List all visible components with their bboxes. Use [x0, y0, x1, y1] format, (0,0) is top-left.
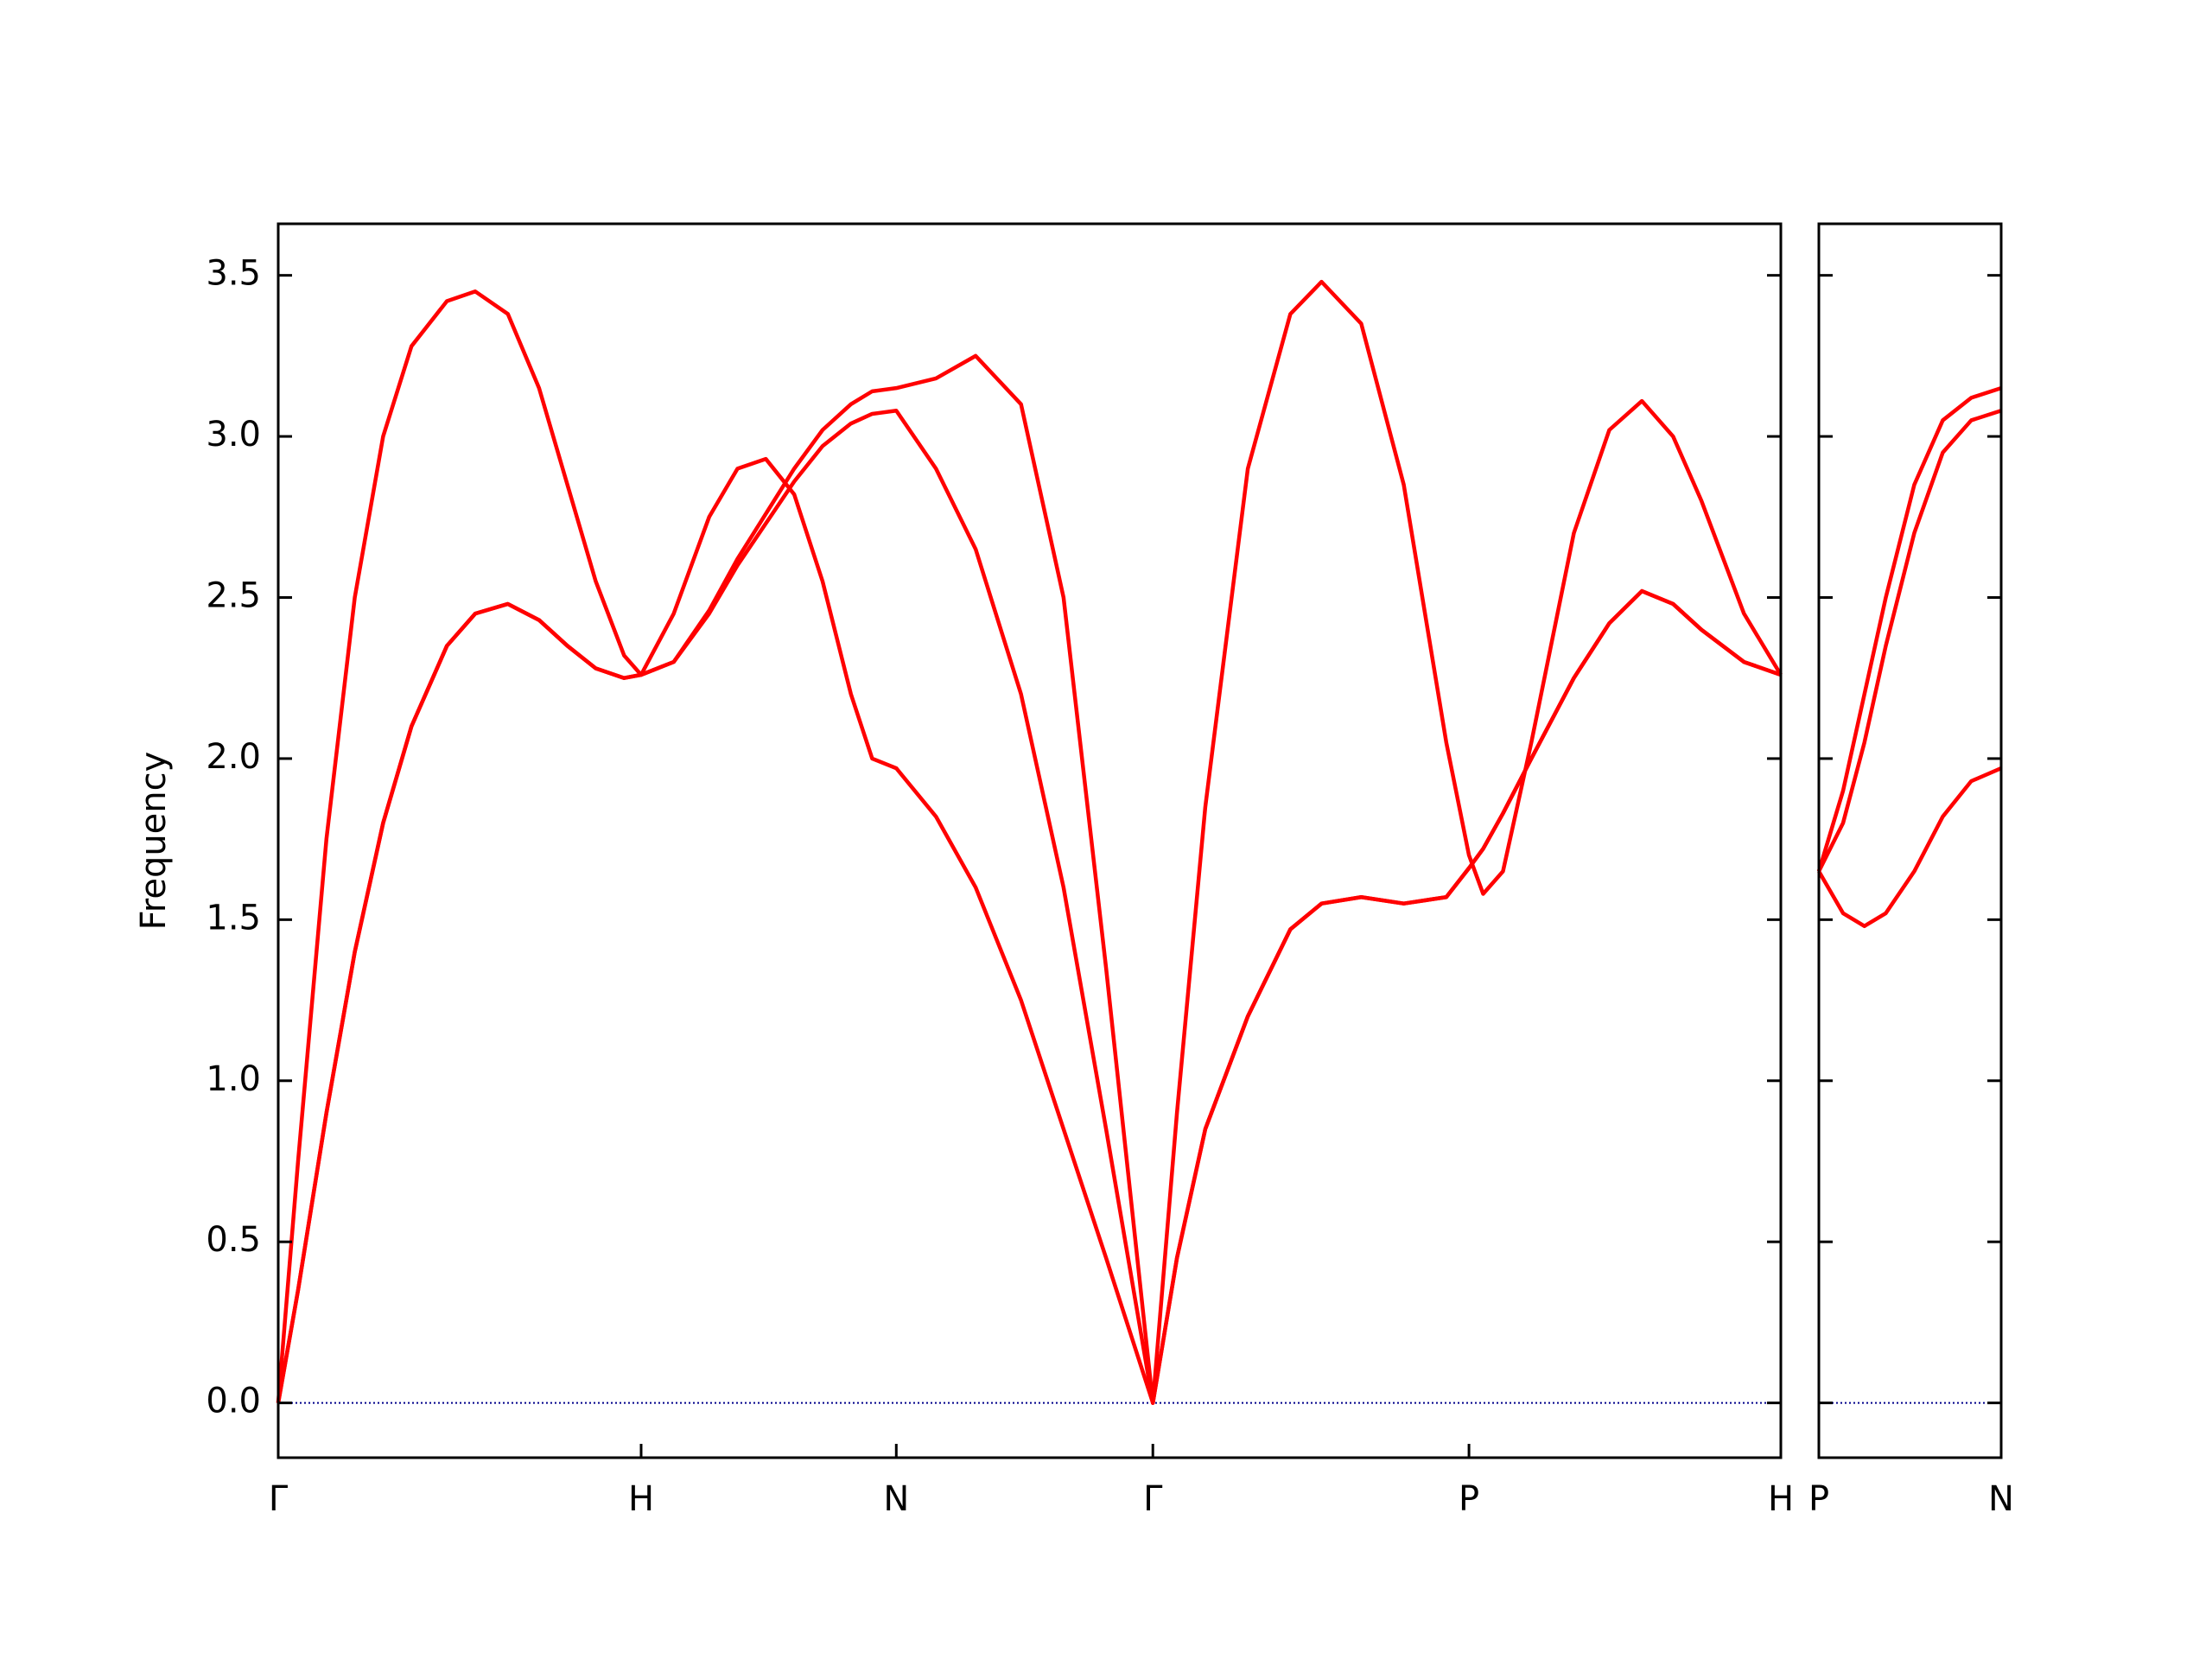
y-tick-label: 0.0	[206, 1382, 261, 1421]
x-tick-label: Γ	[1143, 1479, 1163, 1519]
band-line	[276, 353, 1782, 1405]
x-tick-label: H	[1768, 1479, 1794, 1519]
band-line	[1816, 386, 2002, 873]
x-tick-label: Γ	[269, 1479, 289, 1519]
band-line	[276, 409, 1782, 1405]
y-tick-label: 3.0	[206, 415, 261, 454]
x-tick-label: P	[1808, 1479, 1829, 1519]
y-tick-label: 2.5	[206, 576, 261, 616]
y-tick-label: 0.5	[206, 1220, 261, 1260]
y-tick-label: 3.5	[206, 254, 261, 294]
x-tick-label: P	[1459, 1479, 1479, 1519]
axes-frame	[1817, 222, 2003, 1459]
y-tick-label: 2.0	[206, 737, 261, 777]
band-line	[1817, 766, 2002, 929]
band-line	[1816, 409, 2002, 873]
y-tick-label: 1.5	[206, 898, 261, 938]
x-tick-label: N	[883, 1479, 909, 1519]
y-axis-label: Frequency	[134, 752, 174, 931]
x-tick-label: N	[1988, 1479, 2014, 1519]
y-tick-label: 1.0	[206, 1059, 261, 1099]
band-line	[276, 279, 1783, 1405]
axes-frame	[276, 222, 1783, 1459]
x-tick-label: H	[628, 1479, 654, 1519]
